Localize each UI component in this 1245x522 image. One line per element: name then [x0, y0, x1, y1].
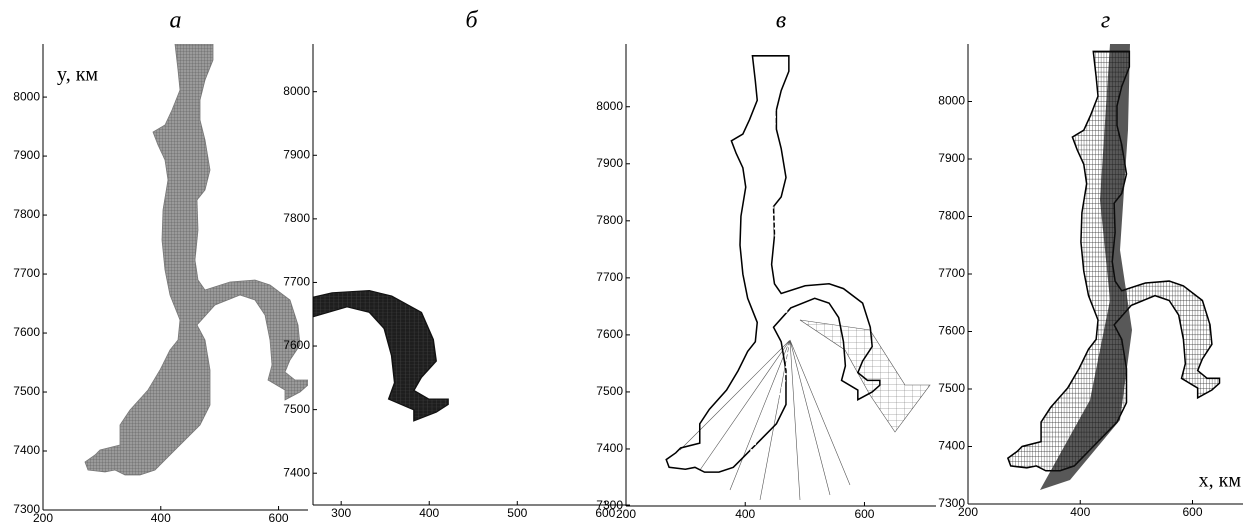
y-tick-label: 7700	[596, 270, 623, 284]
y-tick-label: 7600	[283, 338, 310, 352]
x-tick-label: 400	[1070, 505, 1090, 519]
y-tick-label: 8000	[283, 84, 310, 98]
x-tick-label: 300	[331, 506, 351, 520]
y-tick-label: 7900	[13, 148, 40, 162]
y-tick-label: 7600	[13, 325, 40, 339]
y-tick-label: 7300	[596, 498, 623, 512]
panel-title: в	[776, 8, 786, 34]
y-tick-label: 7700	[938, 266, 965, 280]
x-tick-label: 400	[151, 511, 171, 522]
y-axis-label: y, км	[57, 64, 98, 86]
y-tick-label: 7600	[938, 324, 965, 338]
river-grid-c	[666, 56, 930, 500]
y-tick-label: 8000	[938, 94, 965, 108]
y-tick-label: 7800	[283, 211, 310, 225]
y-tick-label: 8000	[596, 99, 623, 113]
x-axis-label: x, км	[1199, 470, 1242, 492]
y-tick-label: 7900	[596, 156, 623, 170]
river-grid-a	[85, 44, 308, 475]
x-tick-label: 600	[269, 511, 289, 522]
y-tick-label: 7500	[596, 384, 623, 398]
y-tick-label: 7800	[596, 213, 623, 227]
river-grid-d	[1008, 44, 1220, 490]
x-tick-label: 500	[507, 506, 527, 520]
x-tick-label: 600	[1182, 505, 1202, 519]
y-tick-label: 7600	[596, 327, 623, 341]
x-tick-label: 600	[854, 507, 874, 521]
y-tick-label: 7800	[13, 207, 40, 221]
y-tick-label: 7400	[13, 443, 40, 457]
y-tick-label: 7700	[283, 275, 310, 289]
y-tick-label: 7400	[596, 441, 623, 455]
figure: а200400600730074007500760077007800790080…	[0, 0, 1245, 522]
y-tick-label: 7900	[283, 147, 310, 161]
y-tick-label: 7500	[283, 402, 310, 416]
y-tick-label: 7800	[938, 209, 965, 223]
y-tick-label: 7700	[13, 266, 40, 280]
x-tick-label: 400	[419, 506, 439, 520]
y-tick-label: 7300	[938, 496, 965, 510]
y-tick-label: 8000	[13, 89, 40, 103]
y-tick-label: 7400	[283, 465, 310, 479]
panel-title: г	[1101, 8, 1110, 34]
y-tick-label: 7500	[13, 384, 40, 398]
panel-title: б	[465, 8, 478, 34]
y-tick-label: 7500	[938, 381, 965, 395]
x-tick-label: 400	[735, 507, 755, 521]
panel-title: а	[170, 8, 182, 34]
y-tick-label: 7400	[938, 439, 965, 453]
y-tick-label: 7300	[13, 502, 40, 516]
y-tick-label: 7900	[938, 151, 965, 165]
